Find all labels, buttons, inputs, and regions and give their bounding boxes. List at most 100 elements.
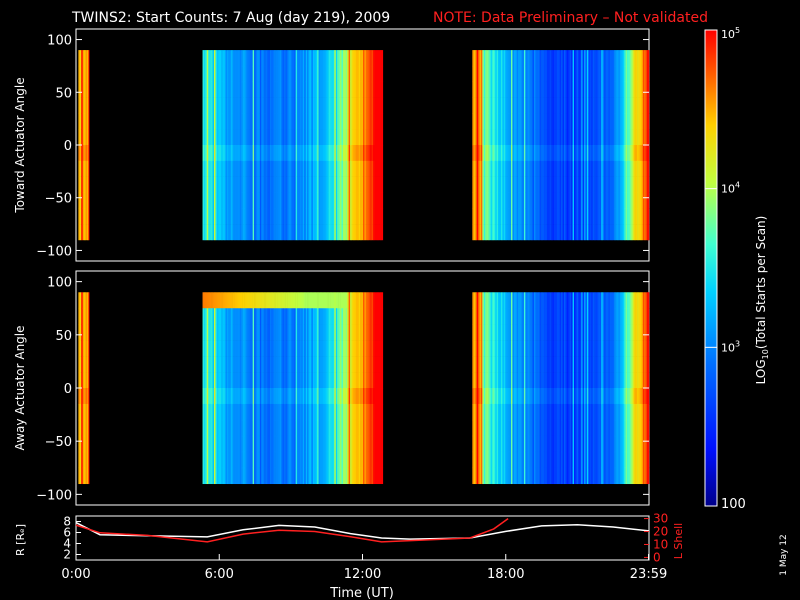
heatmap-cell (538, 160, 540, 177)
heatmap-cell (625, 50, 628, 67)
heatmap-cell (381, 192, 384, 209)
heatmap-cell (268, 65, 271, 83)
heatmap-cell (238, 113, 241, 130)
heatmap-cell (473, 97, 476, 114)
heatmap-cell (334, 388, 337, 405)
heatmap-cell (279, 81, 282, 98)
heatmap-cell (562, 224, 565, 241)
heatmap-cell (248, 113, 251, 130)
heatmap-cell (86, 403, 89, 421)
heatmap-cell (340, 224, 342, 241)
heatmap-cell (232, 308, 235, 325)
heatmap-cell (331, 451, 334, 469)
heatmap-cell (305, 388, 308, 405)
heatmap-cell (324, 160, 327, 177)
heatmap-cell (224, 97, 226, 114)
heatmap-cell (301, 419, 304, 437)
heatmap-cell (277, 356, 279, 373)
heatmap-cell (331, 208, 334, 225)
heatmap-cell (538, 192, 540, 209)
heatmap-cell (322, 145, 325, 162)
heatmap-cell (78, 145, 81, 162)
heatmap-cell (614, 224, 616, 241)
heatmap-cell (578, 81, 581, 98)
heatmap-cell (625, 160, 628, 177)
heatmap-cell (522, 50, 525, 67)
heatmap-cell (599, 129, 602, 146)
heatmap-cell (521, 97, 523, 114)
heatmap-cell (351, 65, 354, 83)
heatmap-cell (362, 224, 365, 241)
heatmap-cell (248, 65, 251, 83)
heatmap-cell (341, 192, 344, 209)
heatmap-cell (327, 340, 329, 357)
heatmap-cell (473, 340, 476, 357)
heatmap-cell (307, 292, 309, 309)
heatmap-cell (361, 435, 364, 453)
heatmap-cell (499, 113, 502, 130)
heatmap-cell (311, 356, 314, 373)
heatmap-cell (255, 388, 258, 405)
heatmap-cell (324, 145, 327, 162)
heatmap-cell (499, 356, 502, 373)
heatmap-cell (496, 97, 499, 114)
heatmap-cell (486, 308, 489, 325)
heatmap-cell (475, 129, 477, 146)
heatmap-cell (218, 419, 221, 437)
heatmap-cell (483, 324, 486, 341)
heatmap-cell (341, 388, 344, 405)
heatmap-cell (281, 324, 284, 341)
heatmap-cell (279, 208, 282, 225)
heatmap-cell (212, 176, 215, 193)
heatmap-cell (85, 65, 88, 83)
heatmap-cell (358, 160, 361, 177)
heatmap-cell (238, 208, 241, 225)
heatmap-cell (335, 224, 338, 241)
heatmap-cell (509, 224, 512, 241)
heatmap-cell (325, 340, 328, 357)
heatmap-cell (608, 50, 611, 67)
heatmap-cell (492, 356, 495, 373)
heatmap-cell (277, 451, 279, 469)
heatmap-cell (248, 435, 251, 453)
heatmap-cell (505, 81, 507, 98)
heatmap-cell (335, 467, 338, 485)
heatmap-cell (86, 372, 89, 389)
heatmap-cell (238, 403, 241, 421)
heatmap-cell (274, 292, 276, 309)
heatmap-cell (344, 129, 347, 146)
heatmap-cell (288, 451, 291, 469)
heatmap-cell (575, 192, 578, 209)
heatmap-cell (232, 224, 235, 241)
heatmap-cell (330, 388, 332, 405)
heatmap-cell (324, 65, 327, 83)
heatmap-cell (321, 192, 324, 209)
heatmap-cell (498, 451, 500, 469)
heatmap-cell (211, 403, 213, 421)
heatmap-cell (338, 176, 341, 193)
heatmap-cell (228, 419, 231, 437)
heatmap-cell (489, 129, 492, 146)
heatmap-cell (370, 324, 372, 341)
heatmap-cell (324, 388, 327, 405)
heatmap-cell (226, 308, 229, 325)
heatmap-cell (352, 192, 355, 209)
heatmap-cell (562, 176, 565, 193)
heatmap-cell (381, 372, 384, 389)
heatmap-cell (492, 224, 495, 241)
heatmap-cell (88, 113, 90, 130)
heatmap-cell (211, 129, 213, 146)
heatmap-cell (568, 113, 571, 130)
heatmap-cell (495, 467, 497, 485)
heatmap-cell (370, 160, 372, 177)
heatmap-cell (79, 208, 82, 225)
heatmap-cell (322, 129, 325, 146)
heatmap-cell (645, 160, 648, 177)
heatmap-cell (218, 160, 221, 177)
heatmap-cell (218, 97, 221, 114)
heatmap-cell (609, 97, 612, 114)
heatmap-cell (225, 388, 228, 405)
heatmap-cell (526, 145, 529, 162)
heatmap-cell (350, 340, 352, 357)
heatmap-cell (479, 292, 482, 309)
